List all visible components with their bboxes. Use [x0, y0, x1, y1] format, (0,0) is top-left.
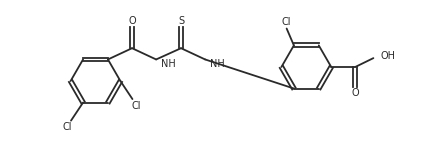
Text: O: O — [352, 88, 359, 98]
Text: NH: NH — [211, 59, 225, 69]
Text: OH: OH — [381, 51, 396, 61]
Text: O: O — [128, 16, 136, 26]
Text: S: S — [178, 16, 184, 26]
Text: NH: NH — [161, 59, 176, 69]
Text: Cl: Cl — [62, 122, 72, 132]
Text: Cl: Cl — [132, 100, 141, 110]
Text: Cl: Cl — [282, 17, 291, 27]
